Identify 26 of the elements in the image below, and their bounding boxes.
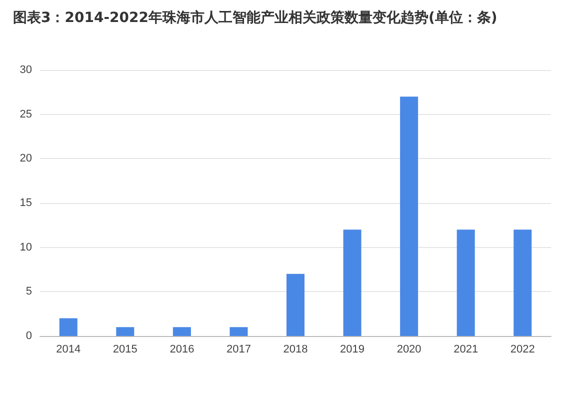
chart-title: 图表3：2014-2022年珠海市人工智能产业相关政策数量变化趋势(单位：条) xyxy=(13,9,498,26)
bar xyxy=(116,327,134,336)
x-tick-label: 2022 xyxy=(510,344,535,356)
x-tick-label: 2018 xyxy=(283,344,308,356)
bar xyxy=(456,230,475,336)
x-tick-label: 2014 xyxy=(56,344,81,356)
x-tick-label: 2015 xyxy=(112,344,138,356)
x-tick-label: 2021 xyxy=(454,344,478,356)
bar xyxy=(59,318,78,336)
y-tick-label: 10 xyxy=(20,241,32,254)
x-tick-label: 2016 xyxy=(170,344,194,356)
bar xyxy=(514,230,532,336)
x-tick-label: 2020 xyxy=(396,344,422,356)
y-tick-label: 5 xyxy=(26,286,32,298)
y-tick-label: 0 xyxy=(26,330,32,342)
bar xyxy=(286,274,304,336)
y-tick-label: 30 xyxy=(20,64,32,76)
x-tick-label: 2019 xyxy=(340,344,365,356)
y-tick-label: 15 xyxy=(20,197,32,209)
bar xyxy=(230,327,248,336)
x-tick-label: 2017 xyxy=(226,344,251,356)
bar xyxy=(343,230,362,336)
bar xyxy=(400,96,418,336)
y-tick-label: 25 xyxy=(20,108,32,120)
y-tick-label: 20 xyxy=(20,152,32,165)
bar xyxy=(172,327,191,336)
